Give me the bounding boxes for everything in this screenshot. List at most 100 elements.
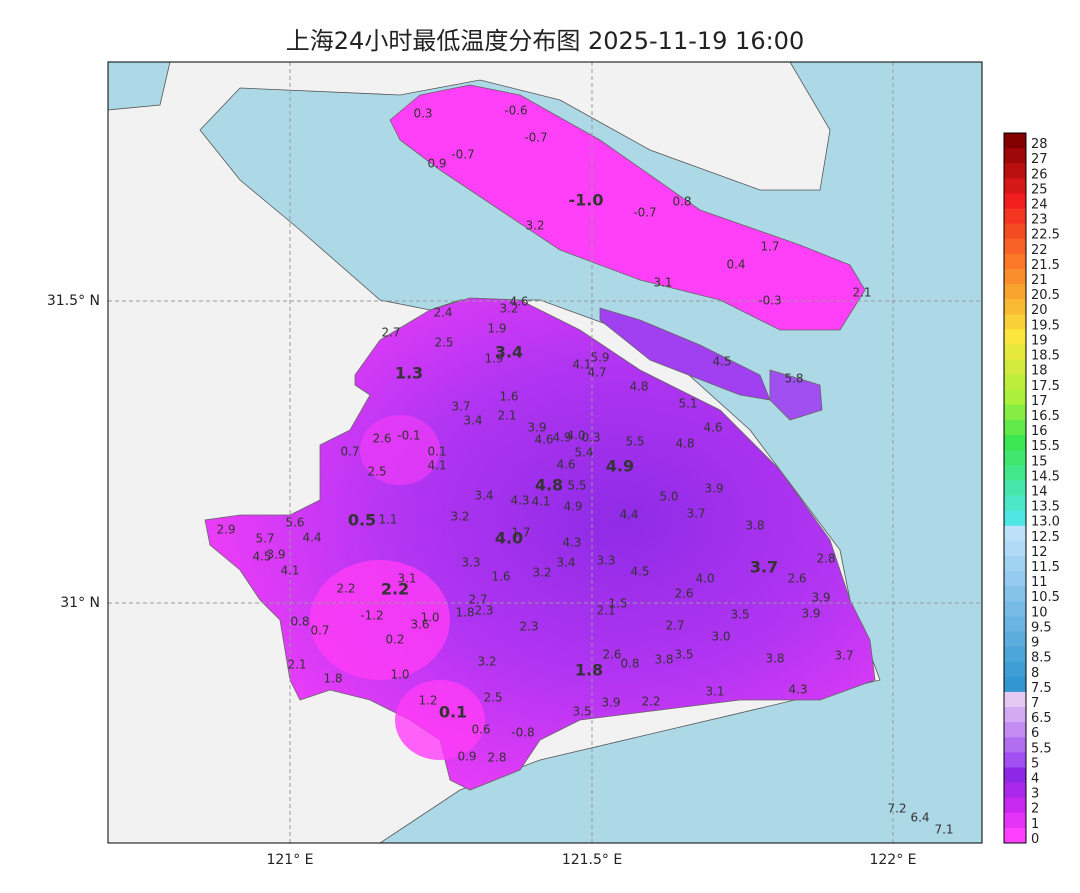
station-value: 1.9 (484, 352, 503, 366)
station-value: 0.9 (427, 157, 446, 171)
color-swatch (1004, 722, 1026, 738)
station-value: 3.2 (450, 510, 469, 524)
colorbar-label: 10 (1031, 605, 1048, 620)
colorbar-label: 10.5 (1031, 590, 1060, 605)
station-value: 1.5 (608, 597, 627, 611)
station-value: 2.1 (287, 658, 306, 672)
colorbar-label: 21 (1031, 273, 1048, 288)
colorbar-label: 12.5 (1031, 530, 1060, 545)
station-value: 4.7 (587, 366, 606, 380)
station-value: 2.4 (433, 306, 452, 320)
station-value: 0.8 (672, 195, 691, 209)
lon-label: 121° E (266, 852, 313, 868)
station-value: -0.7 (451, 148, 474, 162)
color-swatch (1004, 284, 1026, 300)
color-swatch (1004, 737, 1026, 753)
station-value: 4.4 (619, 508, 638, 522)
lat-label: 31.5° N (47, 293, 100, 309)
color-swatch (1004, 223, 1026, 240)
color-swatch (1004, 510, 1026, 527)
station-value: 4.3 (562, 536, 581, 550)
color-swatch (1004, 691, 1026, 708)
station-value: 0.4 (726, 258, 745, 272)
station-value: 0.6 (471, 723, 490, 737)
station-value: 2.1 (596, 604, 615, 618)
color-swatch (1004, 208, 1026, 225)
station-value: 4.6 (556, 458, 575, 472)
colorbar-label: 0 (1031, 832, 1039, 847)
map-area: 0.3 -0.6 -0.7 -0.7 0.9 -1.0 -0.7 0.8 3.2 1.7 0.4 3.… (108, 62, 982, 843)
colorbar-label: 5 (1031, 756, 1039, 771)
colorbar-label: 13.5 (1031, 500, 1060, 515)
station-value: 4.1 (280, 564, 299, 578)
station-value: 5.8 (784, 372, 803, 386)
color-swatch (1004, 178, 1026, 194)
station-value: 3.4 (463, 414, 482, 428)
station-value: 4.6 (703, 421, 722, 435)
cold-patch (310, 560, 450, 680)
station-value: 3.2 (477, 655, 496, 669)
station-value: 4.5 (712, 355, 731, 369)
station-value: 4.0 (695, 572, 714, 586)
station-value: 5.5 (625, 435, 644, 449)
station-value: 3.1 (705, 685, 724, 699)
station-value: 2.5 (367, 465, 386, 479)
color-swatch (1004, 646, 1026, 663)
station-value: 0.8 (290, 615, 309, 629)
station-value: 5.1 (678, 397, 697, 411)
station-value: 2.8 (816, 552, 835, 566)
station-value: 2.3 (519, 620, 538, 634)
station-value: 5.6 (285, 516, 304, 530)
color-swatch (1004, 752, 1026, 768)
station-value: 4.1 (531, 495, 550, 509)
station-value: 0.8 (620, 657, 639, 671)
station-value: 3.1 (397, 572, 416, 586)
station-value: 3.9 (527, 421, 546, 435)
station-value: 0.1 (439, 703, 467, 722)
colorbar-label: 11 (1031, 575, 1048, 590)
station-value: 3.9 (801, 607, 820, 621)
color-swatch (1004, 827, 1026, 844)
colorbar-label: 27 (1031, 152, 1048, 167)
station-value: 3.3 (461, 556, 480, 570)
colorbar-label: 23 (1031, 213, 1048, 228)
station-value: 3.9 (601, 696, 620, 710)
station-value: 4.3 (788, 683, 807, 697)
station-value: 1.9 (487, 322, 506, 336)
station-value: 2.7 (381, 326, 400, 340)
station-value: 4.1 (427, 459, 446, 473)
station-value: 3.5 (674, 648, 693, 662)
station-value: -0.6 (504, 104, 527, 118)
map-frame (107, 61, 983, 844)
station-value: 3.7 (834, 649, 853, 663)
station-value: 1.7 (760, 240, 779, 254)
color-swatch (1004, 616, 1026, 633)
station-value: 1.1 (378, 513, 397, 527)
station-value: 3.8 (765, 652, 784, 666)
station-value: 2.6 (602, 648, 621, 662)
station-value: 3.6 (410, 618, 429, 632)
colorbar-label: 13.0 (1031, 515, 1060, 530)
color-swatch (1004, 450, 1026, 466)
station-value: 2.7 (468, 593, 487, 607)
colorbar-label: 26 (1031, 167, 1048, 182)
hengsha-island (769, 369, 823, 421)
color-swatch (1004, 329, 1026, 345)
station-value: 4.6 (509, 295, 528, 309)
colorbar: 28272625242322.52221.52120.52019.51918.5… (1003, 132, 1060, 847)
station-value: 3.4 (495, 343, 523, 362)
colorbar-label: 28 (1031, 137, 1048, 152)
station-value: 2.6 (787, 572, 806, 586)
station-value: 4.0 (495, 529, 523, 548)
colorbar-label: 22 (1031, 243, 1048, 258)
station-value: 2.9 (216, 523, 235, 537)
color-swatch (1004, 465, 1026, 481)
station-value: 3.2 (525, 219, 544, 233)
colorbar-label: 22.5 (1031, 228, 1060, 243)
color-swatch (1004, 525, 1026, 542)
color-swatch (1004, 314, 1026, 330)
station-value: 0.5 (348, 511, 376, 530)
station-value: 4.9 (606, 457, 634, 476)
station-value: 4.8 (675, 437, 694, 451)
station-value: 4.9 (563, 500, 582, 514)
